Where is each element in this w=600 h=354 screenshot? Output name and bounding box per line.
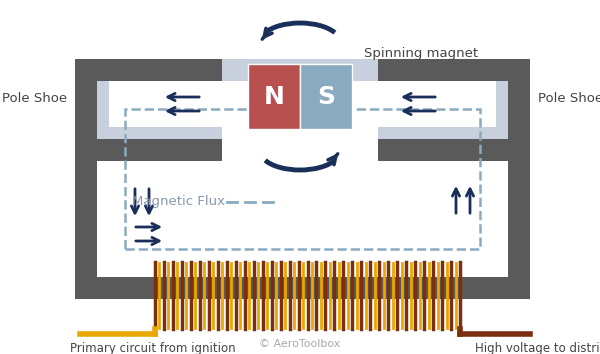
Bar <box>378 139 508 161</box>
Bar <box>75 59 97 299</box>
Text: Pole Shoe: Pole Shoe <box>2 92 67 105</box>
Text: Magnetic Flux: Magnetic Flux <box>132 195 225 209</box>
Bar <box>378 81 508 139</box>
Text: High voltage to distributor
and spark plugs: High voltage to distributor and spark pl… <box>475 342 600 354</box>
Text: Spinning magnet: Spinning magnet <box>364 47 478 61</box>
Bar <box>508 59 530 299</box>
Bar <box>378 81 496 127</box>
Text: S: S <box>317 85 335 108</box>
Text: Pole Shoe: Pole Shoe <box>538 92 600 105</box>
Bar <box>248 64 300 129</box>
Bar <box>97 81 508 277</box>
Bar <box>300 64 352 129</box>
Bar <box>125 109 480 249</box>
Text: Primary circuit from ignition
switch: Primary circuit from ignition switch <box>70 342 236 354</box>
Text: © AeroToolbox: © AeroToolbox <box>259 339 341 349</box>
Bar <box>75 59 530 299</box>
Bar <box>97 81 222 139</box>
Bar <box>75 59 222 81</box>
Bar <box>109 81 222 127</box>
Text: N: N <box>263 85 284 108</box>
Bar <box>378 59 530 81</box>
Bar <box>75 277 530 299</box>
Bar <box>97 139 222 161</box>
